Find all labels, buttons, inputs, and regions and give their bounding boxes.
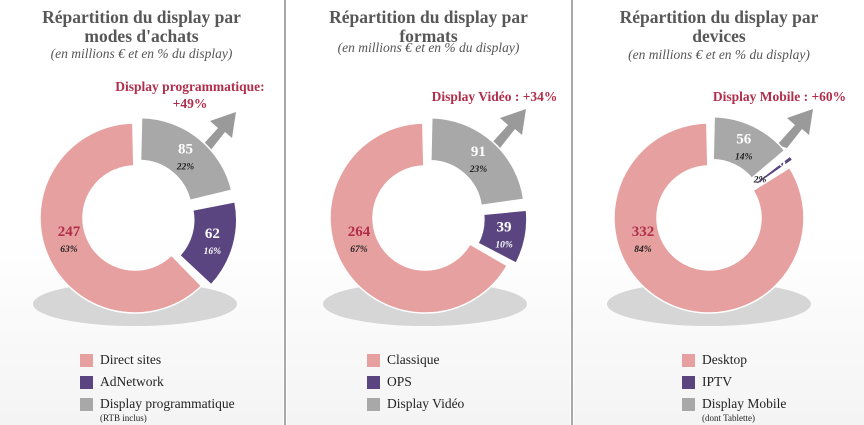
legend-label: Desktop	[702, 352, 747, 367]
slice-value-label: 91	[471, 144, 486, 160]
slice-value-label: 6	[778, 155, 786, 171]
donut-slice-display-programmatique	[139, 116, 233, 202]
donut-slice-desktop	[613, 122, 805, 314]
growth-callout: Display Mobile : +60%	[712, 89, 847, 104]
slice-value-label: 85	[178, 141, 193, 157]
slice-value-label: 264	[348, 224, 371, 240]
legend-label: AdNetwork	[100, 374, 164, 389]
legend-note: (RTB inclus)	[100, 413, 147, 423]
slice-value-label: 56	[736, 131, 752, 147]
slice-percent-label: 67%	[350, 245, 368, 255]
chart-panel-achats: Répartition du display par modes d'achat…	[0, 0, 283, 425]
slice-percent-label: 63%	[60, 245, 78, 255]
legend-swatch	[367, 398, 380, 411]
legend-label: Classique	[387, 352, 440, 367]
legend-label: Display Mobile	[702, 396, 787, 411]
slice-value-label: 39	[497, 219, 512, 235]
slice-percent-label: 16%	[204, 247, 222, 257]
growth-arrow-icon	[200, 112, 236, 151]
panel-divider	[571, 0, 573, 425]
slice-percent-label: 10%	[495, 240, 513, 250]
legend-label: Display Vidéo	[387, 396, 465, 411]
chart-subtitle: (en millions € et en % du display)	[50, 46, 233, 61]
donut-slice-ops	[476, 209, 528, 265]
slice-value-label: 62	[205, 226, 220, 242]
slice-percent-label: 14%	[735, 152, 753, 162]
legend-swatch	[80, 354, 93, 367]
slice-percent-label: 84%	[634, 245, 652, 255]
slice-value-label: 332	[632, 224, 655, 240]
legend-swatch	[80, 398, 93, 411]
chart-subtitle: (en millions € et en % du display)	[628, 47, 810, 62]
growth-arrow-icon	[490, 109, 526, 148]
chart-title: Répartition du display par devices	[619, 7, 819, 46]
donut-chart: 56 14% 6 2% 332 84%	[607, 109, 813, 326]
panel-divider	[284, 0, 286, 425]
donut-slice-adnetwork	[178, 200, 238, 286]
chart-panel-devices: Répartition du display par devices (en m…	[574, 0, 864, 425]
slice-percent-label: 23%	[469, 165, 488, 175]
legend-swatch	[367, 376, 380, 389]
legend-label: IPTV	[702, 374, 732, 389]
donut-slice-display-mobile	[712, 115, 786, 180]
chart-subtitle: (en millions € et en % du display)	[337, 40, 520, 55]
legend-label: Display programmatique	[100, 396, 235, 411]
donut-slice-display-video	[430, 117, 525, 207]
donut-chart: 85 22% 62 16% 247 63%	[33, 112, 238, 326]
legend-swatch	[682, 398, 695, 411]
legend-note: (dont Tablette)	[702, 413, 755, 423]
legend-label: Direct sites	[100, 352, 162, 367]
chart-panel-formats: Répartition du display par formats (en m…	[287, 0, 570, 425]
growth-arrow-icon	[777, 109, 813, 148]
chart-title: Répartition du display par modes d'achat…	[42, 7, 241, 46]
legend-swatch	[682, 376, 695, 389]
donut-slice-iptv	[754, 154, 794, 186]
legend-swatch	[682, 354, 695, 367]
donut-chart: 91 23% 39 10% 264 67%	[323, 109, 528, 326]
chart-title: Répartition du display par formats	[329, 7, 528, 46]
legend-label: OPS	[387, 374, 412, 389]
donut-slice-direct-sites	[39, 122, 203, 314]
slice-value-label: 247	[58, 224, 81, 240]
legend-swatch	[80, 376, 93, 389]
donut-slice-classique	[329, 122, 509, 314]
growth-callout: Display Vidéo : +34%	[431, 89, 558, 104]
slice-percent-label: 2%	[753, 176, 767, 186]
legend-swatch	[367, 354, 380, 367]
growth-callout: Display programmatique: +49%	[115, 79, 265, 111]
slice-percent-label: 22%	[176, 162, 195, 172]
